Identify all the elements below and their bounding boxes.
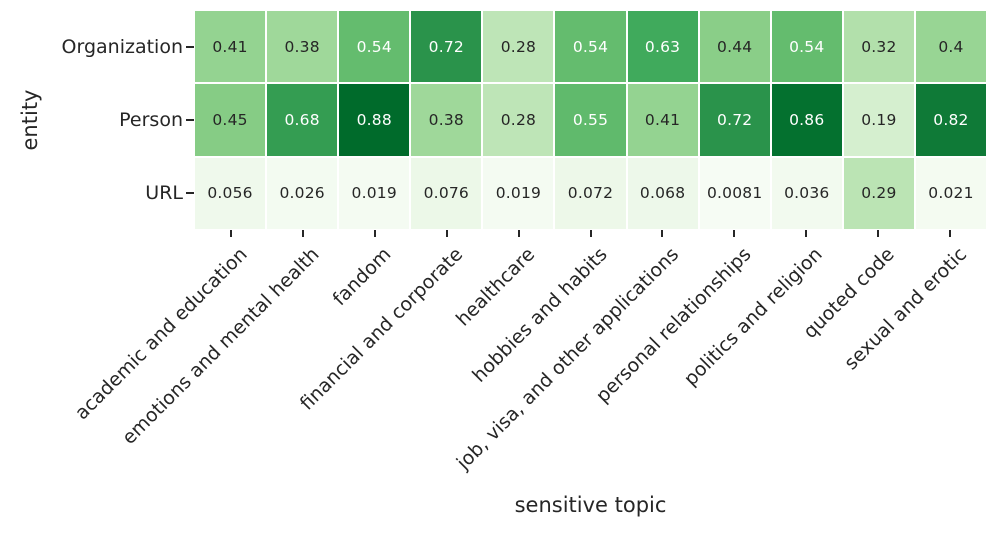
heatmap-cell: 0.54 [771,11,842,83]
x-tick-mark [301,230,304,237]
heatmap-cell: 0.28 [483,84,554,156]
y-tick-mark [186,119,194,121]
x-tick-mark [949,230,952,237]
heatmap-cell: 0.019 [483,157,554,229]
y-tick-mark [186,191,194,194]
y-tick-label: Organization [61,36,183,59]
y-tick-mark [186,46,194,49]
heatmap-cell: 0.026 [267,157,338,229]
x-tick-mark [805,230,808,237]
y-axis-title: entity [18,89,42,151]
x-tick-mark [229,230,232,237]
heatmap-plot-area: 0.41 0.38 0.54 0.72 0.28 0.54 0.63 0.44 0.54 0.32… [195,11,986,229]
heatmap-cell: 0.28 [483,11,554,83]
x-tick-label: politics and religion [680,243,828,391]
x-tick-mark [445,230,448,237]
heatmap-cell: 0.88 [339,84,410,156]
heatmap-cell: 0.55 [555,84,626,156]
x-tick-label: fandom [328,243,396,311]
heatmap-cell: 0.021 [915,157,986,229]
heatmap-cell: 0.54 [555,11,626,83]
heatmap-cell: 0.0081 [699,157,770,229]
x-tick-mark [733,230,736,237]
x-tick-mark [877,230,880,237]
heatmap-cell: 0.19 [843,84,914,156]
heatmap-cell: 0.036 [771,157,842,229]
heatmap-cell: 0.41 [195,11,266,83]
heatmap-cell: 0.38 [411,84,482,156]
heatmap-cell: 0.4 [915,11,986,83]
heatmap-cell: 0.72 [411,11,482,83]
heatmap-cell: 0.29 [843,157,914,229]
heatmap-cell: 0.072 [555,157,626,229]
heatmap-cell: 0.72 [699,84,770,156]
heatmap-cell: 0.32 [843,11,914,83]
x-tick-mark [373,230,376,237]
heatmap-cell: 0.45 [195,84,266,156]
x-tick-label: hobbies and habits [467,243,612,387]
heatmap-grid: 0.41 0.38 0.54 0.72 0.28 0.54 0.63 0.44 0.54 0.32… [195,11,986,229]
heatmap-cell: 0.056 [195,157,266,229]
heatmap-cell: 0.38 [267,11,338,83]
heatmap-cell: 0.019 [339,157,410,229]
y-tick-label: URL [145,181,183,204]
heatmap-cell: 0.82 [915,84,986,156]
y-tick-label: Person [119,109,183,131]
x-tick-mark [661,230,664,237]
heatmap-cell: 0.076 [411,157,482,229]
heatmap-cell: 0.63 [627,11,698,83]
heatmap-cell: 0.68 [267,84,338,156]
x-tick-mark [589,230,592,237]
x-axis-title: sensitive topic [514,493,667,517]
heatmap-cell: 0.44 [699,11,770,83]
x-tick-label: sexual and erotic [839,243,971,375]
x-tick-mark [517,230,520,237]
heatmap-cell: 0.86 [771,84,842,156]
heatmap-cell: 0.54 [339,11,410,83]
heatmap-cell: 0.068 [627,157,698,229]
heatmap-cell: 0.41 [627,84,698,156]
